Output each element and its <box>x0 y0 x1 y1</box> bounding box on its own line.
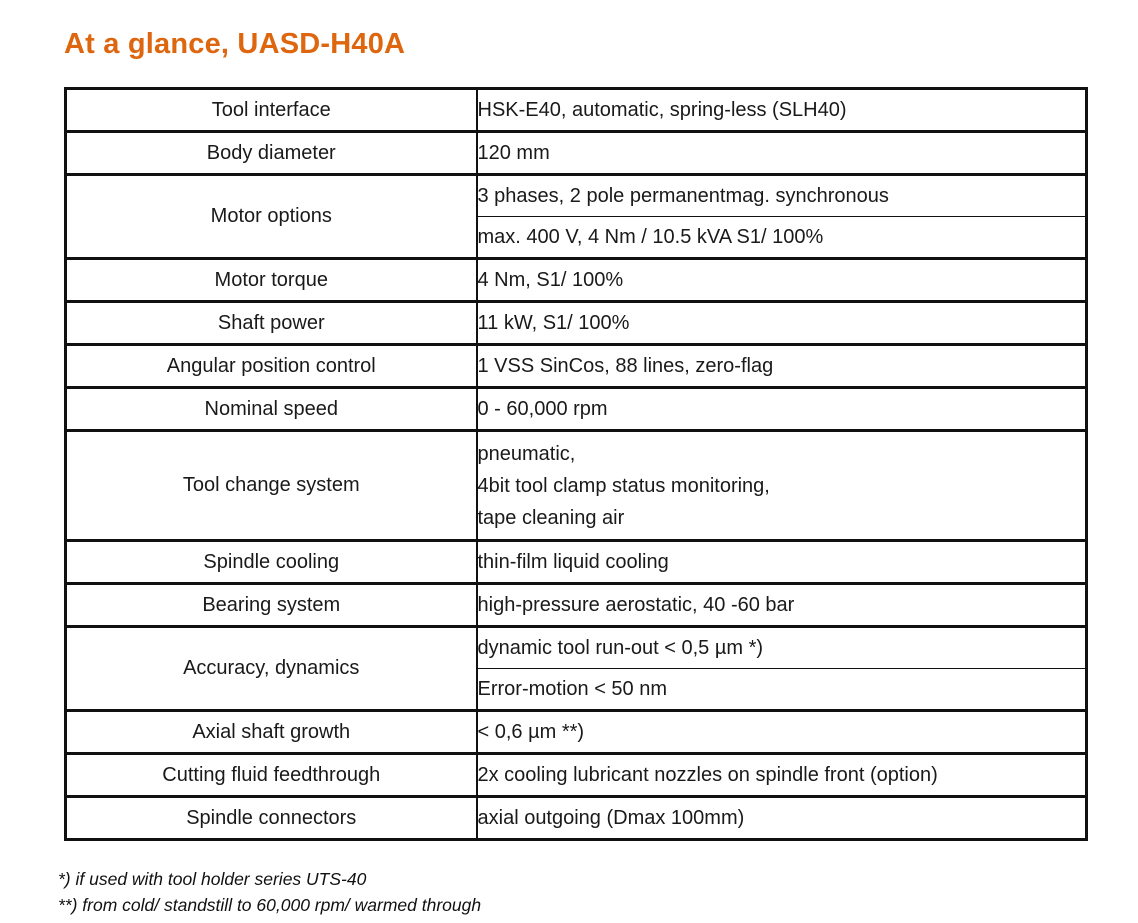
spec-label: Body diameter <box>65 130 477 175</box>
spec-value: 11 kW, S1/ 100% <box>475 300 1087 345</box>
table-row: Motor torque 4 Nm, S1/ 100% <box>65 257 1087 302</box>
table-row: Shaft power 11 kW, S1/ 100% <box>65 300 1087 345</box>
spec-table: Tool interface HSK-E40, automatic, spring… <box>64 87 1088 841</box>
table-row: max. 400 V, 4 Nm / 10.5 kVA S1/ 100% <box>66 216 1087 259</box>
table-row: Body diameter 120 mm <box>65 130 1087 175</box>
spec-label: Cutting fluid feedthrough <box>65 752 477 797</box>
spec-value: high-pressure aerostatic, 40 -60 bar <box>475 582 1087 627</box>
spec-label: Axial shaft growth <box>65 709 477 754</box>
spec-value: 4 Nm, S1/ 100% <box>475 257 1087 302</box>
spec-label: Accuracy, dynamics <box>65 625 477 711</box>
table-row: Nominal speed 0 - 60,000 rpm <box>65 386 1087 431</box>
spec-label: Angular position control <box>65 343 477 388</box>
spec-value: HSK-E40, automatic, spring-less (SLH40) <box>475 87 1087 132</box>
table-row: Bearing system high-pressure aerostatic, … <box>65 582 1087 627</box>
spec-table-body: Tool interface HSK-E40, automatic, spring… <box>65 87 1087 840</box>
spec-value: 3 phases, 2 pole permanentmag. synchrono… <box>475 173 1087 217</box>
spec-value: max. 400 V, 4 Nm / 10.5 kVA S1/ 100% <box>475 216 1087 259</box>
page-title: At a glance, UASD-H40A <box>64 28 406 60</box>
table-row: Spindle connectors axial outgoing (Dmax 1… <box>65 795 1087 840</box>
spec-value: pneumatic, 4bit tool clamp status monito… <box>475 429 1087 541</box>
spec-label: Tool change system <box>65 429 477 541</box>
spec-label: Spindle connectors <box>65 795 477 840</box>
table-row: Accuracy, dynamics dynamic tool run-out <… <box>65 625 1087 711</box>
spec-label: Shaft power <box>65 300 477 345</box>
spec-label: Bearing system <box>65 582 477 627</box>
footnote-2: **) from cold/ standstill to 60,000 rpm/… <box>58 895 482 915</box>
spec-value: 120 mm <box>475 130 1087 175</box>
spec-label: Nominal speed <box>65 386 477 431</box>
table-row: Spindle cooling thin-film liquid cooling <box>65 539 1087 584</box>
table-row: Angular position control 1 VSS SinCos, 88… <box>65 343 1087 388</box>
spec-value: axial outgoing (Dmax 100mm) <box>475 795 1087 840</box>
table-row: Axial shaft growth < 0,6 µm **) <box>65 709 1087 754</box>
table-row: Tool change system pneumatic, 4bit tool c… <box>65 429 1087 541</box>
spec-label: Motor options <box>65 173 477 259</box>
spec-value: < 0,6 µm **) <box>475 709 1087 754</box>
spec-label: Motor torque <box>65 257 477 302</box>
table-row: Error-motion < 50 nm <box>66 668 1087 711</box>
spec-label: Spindle cooling <box>65 539 477 584</box>
spec-value: thin-film liquid cooling <box>475 539 1087 584</box>
spec-value: Error-motion < 50 nm <box>475 668 1087 711</box>
spec-label: Tool interface <box>65 87 477 132</box>
table-row: Motor options 3 phases, 2 pole permanentm… <box>65 173 1087 259</box>
table-row: Cutting fluid feedthrough 2x cooling lubr… <box>65 752 1087 797</box>
spec-value: 1 VSS SinCos, 88 lines, zero-flag <box>475 343 1087 388</box>
table-row: Tool interface HSK-E40, automatic, spring… <box>65 87 1087 132</box>
footnote-1: *) if used with tool holder series UTS-4… <box>58 869 367 889</box>
spec-value: 2x cooling lubricant nozzles on spindle … <box>475 752 1087 797</box>
spec-value: 0 - 60,000 rpm <box>475 386 1087 431</box>
spec-value: dynamic tool run-out < 0,5 µm *) <box>475 625 1087 669</box>
footnotes: *) if used with tool holder series UTS-4… <box>58 866 481 918</box>
